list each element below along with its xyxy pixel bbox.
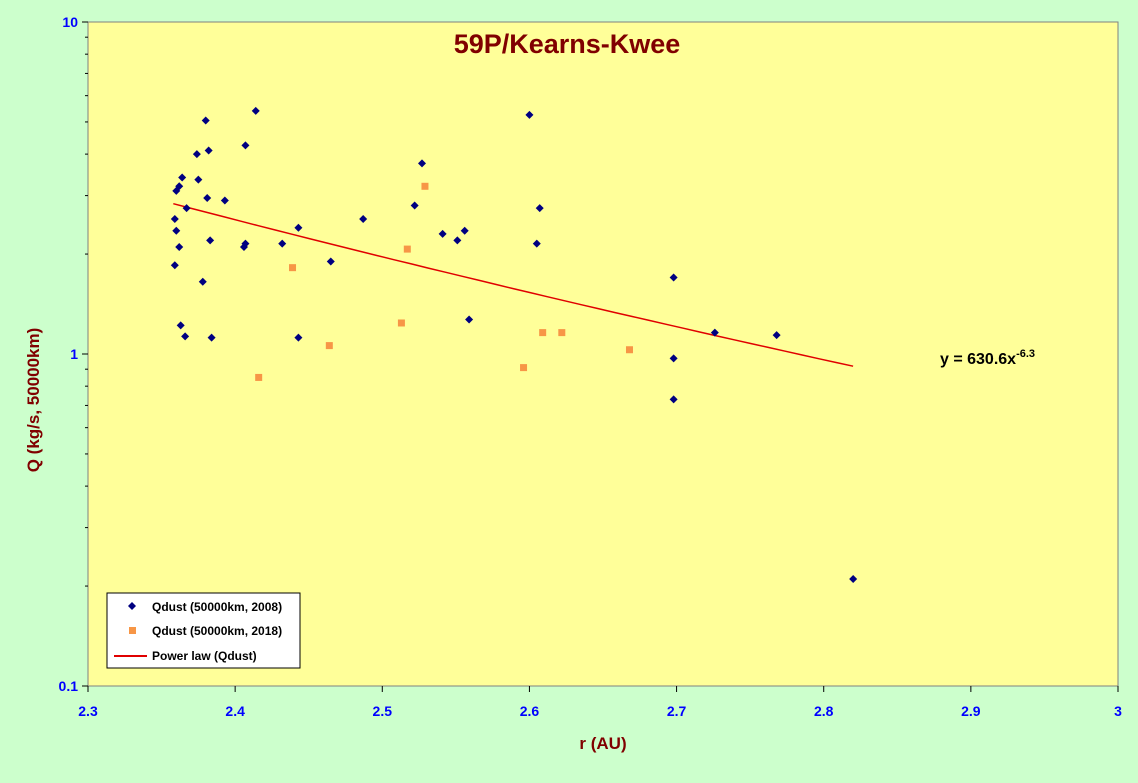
data-point-2008 <box>710 328 719 337</box>
fit-equation: y = 630.6x-6.3 <box>940 348 1035 368</box>
data-point-2008 <box>251 106 260 115</box>
data-point-2008 <box>201 116 210 125</box>
data-point-2018 <box>255 373 263 381</box>
legend-label-2008: Qdust (50000km, 2008) <box>152 600 282 614</box>
data-point-2008 <box>175 182 184 191</box>
data-point-2008 <box>206 236 215 245</box>
legend-marker-2018 <box>129 627 136 634</box>
data-point-2008 <box>170 261 179 270</box>
data-point-2008 <box>294 333 303 342</box>
data-point-2008 <box>175 243 184 252</box>
data-point-2008 <box>241 141 250 150</box>
data-point-2008 <box>182 204 191 213</box>
data-point-2008 <box>176 321 185 330</box>
data-point-2018 <box>558 329 566 337</box>
data-point-2008 <box>849 575 858 584</box>
plot-area <box>87 21 1119 687</box>
legend-label-fit: Power law (Qdust) <box>152 649 257 663</box>
x-tick-label: 2.8 <box>814 703 834 719</box>
fit-line-group <box>173 202 854 367</box>
data-point-2008 <box>669 354 678 363</box>
x-tick-label: 2.7 <box>667 703 687 719</box>
y-axis-label: Q (kg/s, 50000km) <box>24 328 43 473</box>
legend-label-2018: Qdust (50000km, 2018) <box>152 624 282 638</box>
data-point-2008 <box>194 175 203 184</box>
data-point-2008 <box>204 146 213 155</box>
data-point-2018 <box>403 245 411 253</box>
data-point-2008 <box>294 223 303 232</box>
y-tick-label: 10 <box>62 14 78 30</box>
legend-marker-2008 <box>128 602 136 610</box>
data-point-2008 <box>465 315 474 324</box>
x-tick-label: 2.3 <box>78 703 98 719</box>
data-point-2008 <box>326 257 335 266</box>
data-point-2008 <box>359 215 368 224</box>
data-point-2008 <box>525 110 534 119</box>
y-tick-label: 1 <box>70 346 78 362</box>
data-point-2008 <box>241 239 250 248</box>
chart-title: 59P/Kearns-Kwee <box>454 29 681 59</box>
x-tick-label: 2.5 <box>373 703 393 719</box>
y-axis: 0.1 1 10 <box>59 14 88 694</box>
data-point-2008 <box>220 196 229 205</box>
data-point-2008 <box>203 194 212 203</box>
y-tick-label: 0.1 <box>59 678 79 694</box>
data-point-2008 <box>198 277 207 286</box>
data-point-2008 <box>278 239 287 248</box>
data-point-2008 <box>170 215 179 224</box>
data-point-2008 <box>460 226 469 235</box>
data-point-2008 <box>178 173 187 182</box>
data-point-2008 <box>532 239 541 248</box>
data-point-2008 <box>172 226 181 235</box>
x-tick-label: 2.9 <box>961 703 981 719</box>
data-point-2008 <box>669 273 678 282</box>
data-point-2008 <box>453 236 462 245</box>
data-point-2018 <box>539 329 547 337</box>
data-point-2018 <box>520 364 528 372</box>
data-point-2018 <box>421 182 429 190</box>
data-point-2008 <box>207 333 216 342</box>
fit-equation-main: y = 630.6x <box>940 351 1016 368</box>
data-point-2008 <box>438 229 447 238</box>
fit-line <box>173 202 854 367</box>
legend: Qdust (50000km, 2008) Qdust (50000km, 20… <box>106 592 301 669</box>
data-point-2008 <box>181 332 190 341</box>
data-point-2008 <box>192 150 201 159</box>
x-tick-label: 2.6 <box>520 703 540 719</box>
data-point-2018 <box>289 264 297 272</box>
data-point-2008 <box>772 331 781 340</box>
x-tick-label: 2.4 <box>225 703 245 719</box>
x-axis-label: r (AU) <box>579 734 626 753</box>
data-point-2018 <box>625 346 633 354</box>
data-point-2008 <box>418 159 427 168</box>
data-point-2008 <box>535 204 544 213</box>
data-point-2018 <box>397 319 405 327</box>
data-point-2008 <box>410 201 419 210</box>
series-group <box>170 106 858 584</box>
x-axis: 2.3 2.4 2.5 2.6 2.7 2.8 2.9 3 <box>78 686 1122 719</box>
data-point-2008 <box>669 395 678 404</box>
fit-equation-exponent: -6.3 <box>1016 348 1035 360</box>
data-point-2018 <box>325 342 333 350</box>
x-tick-label: 3 <box>1114 703 1122 719</box>
